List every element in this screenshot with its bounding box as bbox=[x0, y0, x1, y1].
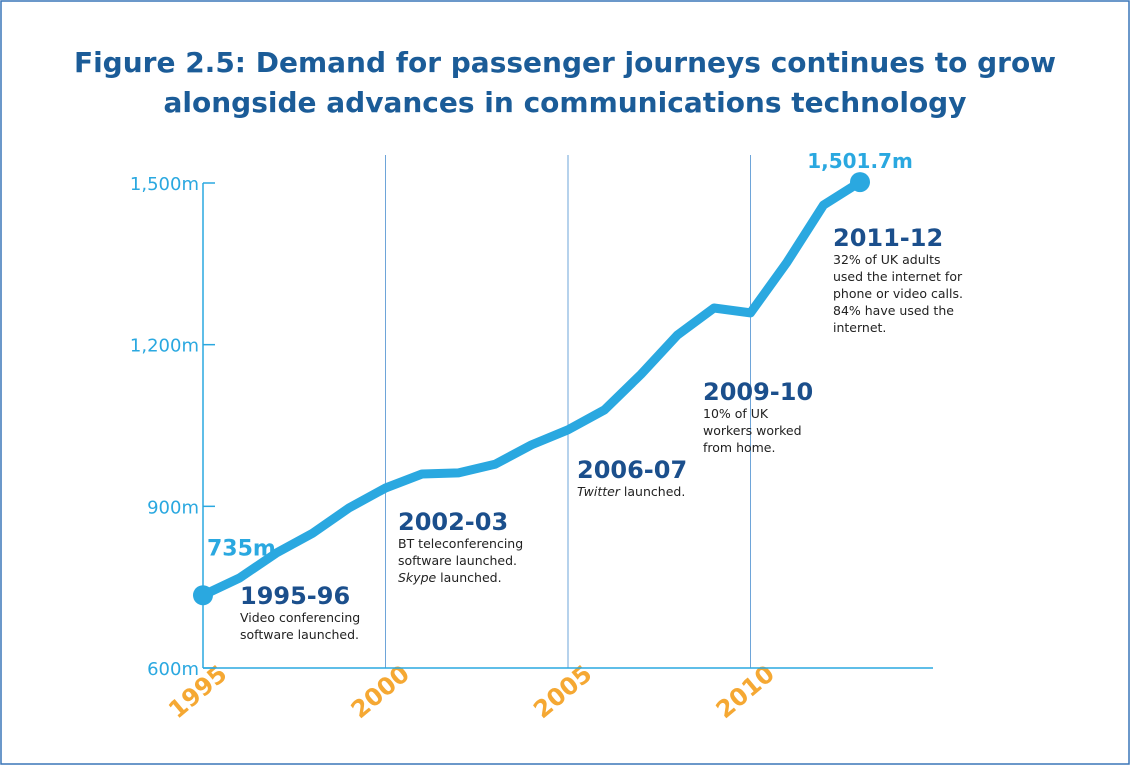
annotation-text: Skype launched. bbox=[398, 570, 502, 585]
x-tick-label: 2000 bbox=[346, 660, 415, 724]
annotation-title: 2002-03 bbox=[398, 508, 508, 536]
y-tick-label: 600m bbox=[147, 659, 199, 680]
annotation-text: Twitter launched. bbox=[577, 484, 685, 499]
annotation-text: BT teleconferencing bbox=[398, 536, 523, 551]
annotation-segment: launched. bbox=[436, 570, 501, 585]
data-label: 1,501.7m bbox=[807, 149, 913, 173]
annotation-segment: 10% of UK bbox=[703, 406, 769, 421]
y-tick-label: 900m bbox=[147, 497, 199, 518]
data-label: 735m bbox=[207, 536, 276, 561]
point bbox=[193, 585, 213, 606]
y-tick-label: 1,500m bbox=[130, 174, 199, 195]
annotation-title: 2011-12 bbox=[833, 224, 943, 252]
annotation-segment: workers worked bbox=[703, 423, 802, 438]
annotation-text: phone or video calls. bbox=[833, 286, 963, 301]
annotation-segment: used the internet for bbox=[833, 269, 963, 284]
annotation-text: internet. bbox=[833, 320, 886, 335]
point bbox=[850, 172, 870, 193]
annotation-segment: Twitter bbox=[577, 484, 621, 499]
annotation-text: workers worked bbox=[703, 423, 802, 438]
x-tick-label: 2010 bbox=[711, 660, 780, 724]
annotation-text: 10% of UK bbox=[703, 406, 769, 421]
annotation-segment: launched. bbox=[620, 484, 685, 499]
y-tick-label: 1,200m bbox=[130, 336, 199, 357]
annotation-text: 84% have used the bbox=[833, 303, 954, 318]
annotation-segment: from home. bbox=[703, 440, 775, 455]
x-tick-label: 2005 bbox=[528, 660, 597, 724]
annotation-segment: phone or video calls. bbox=[833, 286, 963, 301]
annotation-text: 32% of UK adults bbox=[833, 252, 941, 267]
annotation-segment: internet. bbox=[833, 320, 886, 335]
annotation-segment: 84% have used the bbox=[833, 303, 954, 318]
annotation-title: 2009-10 bbox=[703, 378, 813, 406]
annotation-segment: Skype bbox=[398, 570, 437, 585]
annotation-text: software launched. bbox=[398, 553, 517, 568]
annotation-title: 2006-07 bbox=[577, 456, 687, 484]
annotation-segment: software launched. bbox=[240, 627, 359, 642]
annotation-text: Video conferencing bbox=[240, 610, 360, 625]
annotation-text: used the internet for bbox=[833, 269, 963, 284]
chart-title: alongside advances in communications tec… bbox=[164, 86, 967, 119]
annotation-segment: BT teleconferencing bbox=[398, 536, 523, 551]
annotation-text: software launched. bbox=[240, 627, 359, 642]
annotation-segment: 32% of UK adults bbox=[833, 252, 941, 267]
annotation-title: 1995-96 bbox=[240, 582, 350, 610]
annotation-text: from home. bbox=[703, 440, 775, 455]
line bbox=[201, 178, 863, 600]
annotation-segment: Video conferencing bbox=[240, 610, 360, 625]
annotation-segment: software launched. bbox=[398, 553, 517, 568]
chart-title: Figure 2.5: Demand for passenger journey… bbox=[74, 46, 1056, 79]
